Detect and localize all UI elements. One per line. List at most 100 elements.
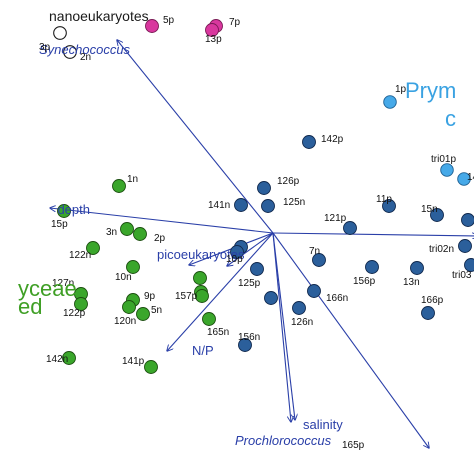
- group-label-yceae: yceae: [18, 276, 77, 301]
- point-lightblue-1p: [383, 95, 397, 109]
- point-open-2n: [63, 45, 77, 59]
- point-label-14: 14: [467, 172, 474, 183]
- vector-label-depth: depth: [57, 202, 90, 217]
- group-label-prym: Prym: [405, 78, 456, 103]
- point-label-165n: 165n: [207, 327, 229, 338]
- point-lightblue-14: [457, 172, 471, 186]
- point-label-15n: 15n: [421, 204, 438, 215]
- vector-arrow-synechococcus: [117, 40, 274, 234]
- point-label-156n: 156n: [238, 332, 260, 343]
- point-blue-126n: [292, 301, 306, 315]
- point-label-1p: 1p: [395, 84, 407, 95]
- vector-label-synechococcus: Synechococcus: [39, 42, 131, 57]
- point-label-125p: 125p: [238, 278, 261, 289]
- point-green-2p: [133, 227, 147, 241]
- vector-layer: [50, 40, 474, 448]
- point-label-9p: 9p: [144, 291, 156, 302]
- vector-arrow-unlabeled-7: [272, 232, 474, 236]
- point-green-10n: [126, 260, 140, 274]
- point-label-7p: 7p: [229, 17, 241, 28]
- point-label-166n: 166n: [326, 293, 348, 304]
- point-green-165n: [202, 312, 216, 326]
- annotation-165p: 165p: [342, 440, 365, 451]
- point-green-122p: [74, 297, 88, 311]
- vector-arrow-depth: [50, 208, 274, 234]
- point-label-122p: 122p: [63, 308, 86, 319]
- point-blue-13n: [410, 261, 424, 275]
- point-layer: [53, 19, 474, 374]
- point-blue-166p: [421, 306, 435, 320]
- point-label-15p: 15p: [51, 219, 68, 230]
- point-blue-156p: [365, 260, 379, 274]
- point-green-120n: [122, 300, 136, 314]
- point-pink-13p: [205, 23, 219, 37]
- point-label-7n: 7n: [309, 246, 320, 257]
- group-label-ed: ed: [18, 294, 42, 319]
- point-label-2n: 2n: [80, 52, 91, 63]
- point-label-166p: 166p: [421, 295, 444, 306]
- point-label-157p: 157p: [175, 291, 198, 302]
- point-label-125n: 125n: [283, 197, 305, 208]
- point-label-142p: 142p: [321, 134, 344, 145]
- point-blue-141n: [234, 198, 248, 212]
- point-label-5p: 5p: [163, 15, 175, 26]
- point-label-126n: 126n: [291, 317, 313, 328]
- vector-arrow-n-p: [167, 232, 274, 351]
- point-label-126p: 126p: [277, 176, 300, 187]
- point-label-3p: 3p: [39, 42, 51, 53]
- vector-arrow-unlabeled-6: [272, 232, 429, 448]
- point-blue-125n: [261, 199, 275, 213]
- point-label-11p: 11p: [376, 194, 392, 205]
- point-blue-156n: [238, 338, 252, 352]
- vector-arrow-salinity: [272, 232, 291, 422]
- point-green-5n: [136, 307, 150, 321]
- point-label-10p: 10p: [226, 254, 243, 265]
- point-label-13p: 13p: [205, 34, 222, 45]
- point-blue-142p: [302, 135, 316, 149]
- point-label-10n: 10n: [115, 272, 132, 283]
- point-blue-10p: [230, 245, 244, 259]
- point-green-unlabeled-6: [193, 271, 207, 285]
- point-label-142n: 142n: [46, 354, 68, 365]
- vector-label-picoeukaryotes: picoeukaryotes: [157, 247, 245, 262]
- point-green-3n: [120, 222, 134, 236]
- point-label-tri01p: tri01p: [431, 154, 456, 165]
- point-label-141n: 141n: [208, 200, 230, 211]
- point-label-122n: 122n: [69, 250, 91, 261]
- point-label-120n: 120n: [114, 316, 136, 327]
- group-label-c: c: [445, 106, 456, 131]
- point-blue-15n: [430, 208, 444, 222]
- point-label-tri02n: tri02n: [429, 244, 454, 255]
- point-blue-tri03: [464, 258, 474, 272]
- label-layer: Synechococcus depth picoeukaryotes N/P salin…: [18, 8, 474, 451]
- vector-label-prochlorococcus: Prochlorococcus: [235, 433, 332, 448]
- point-blue-unlabeled-7: [461, 213, 474, 227]
- point-label-121p: 121p: [324, 213, 347, 224]
- point-blue-7n: [312, 253, 326, 267]
- point-blue-121p: [343, 221, 357, 235]
- group-label-nanoeukaryotes: nanoeukaryotes: [49, 8, 149, 24]
- point-blue-166n: [307, 284, 321, 298]
- point-blue-11p: [382, 199, 396, 213]
- point-open-3p: [53, 26, 67, 40]
- point-label-5n: 5n: [151, 305, 162, 316]
- point-lightblue-tri01p: [440, 163, 454, 177]
- point-green-1n: [112, 179, 126, 193]
- point-label-156p: 156p: [353, 276, 376, 287]
- point-green-141p: [144, 360, 158, 374]
- point-label-tri03: tri03: [452, 270, 472, 281]
- vector-label-n-p: N/P: [192, 343, 214, 358]
- point-blue-tri02n: [458, 239, 472, 253]
- point-label-127n: 127n: [52, 278, 74, 289]
- point-label-3n: 3n: [106, 227, 117, 238]
- point-label-13n: 13n: [403, 277, 420, 288]
- point-label-141p: 141p: [122, 356, 145, 367]
- point-blue-126p: [257, 181, 271, 195]
- point-label-1n: 1n: [127, 174, 138, 185]
- vector-arrow-prochlorococcus: [272, 232, 295, 420]
- point-blue-125p: [250, 262, 264, 276]
- vector-label-salinity: salinity: [303, 417, 343, 432]
- point-label-2p: 2p: [154, 233, 166, 244]
- point-pink-5p: [145, 19, 159, 33]
